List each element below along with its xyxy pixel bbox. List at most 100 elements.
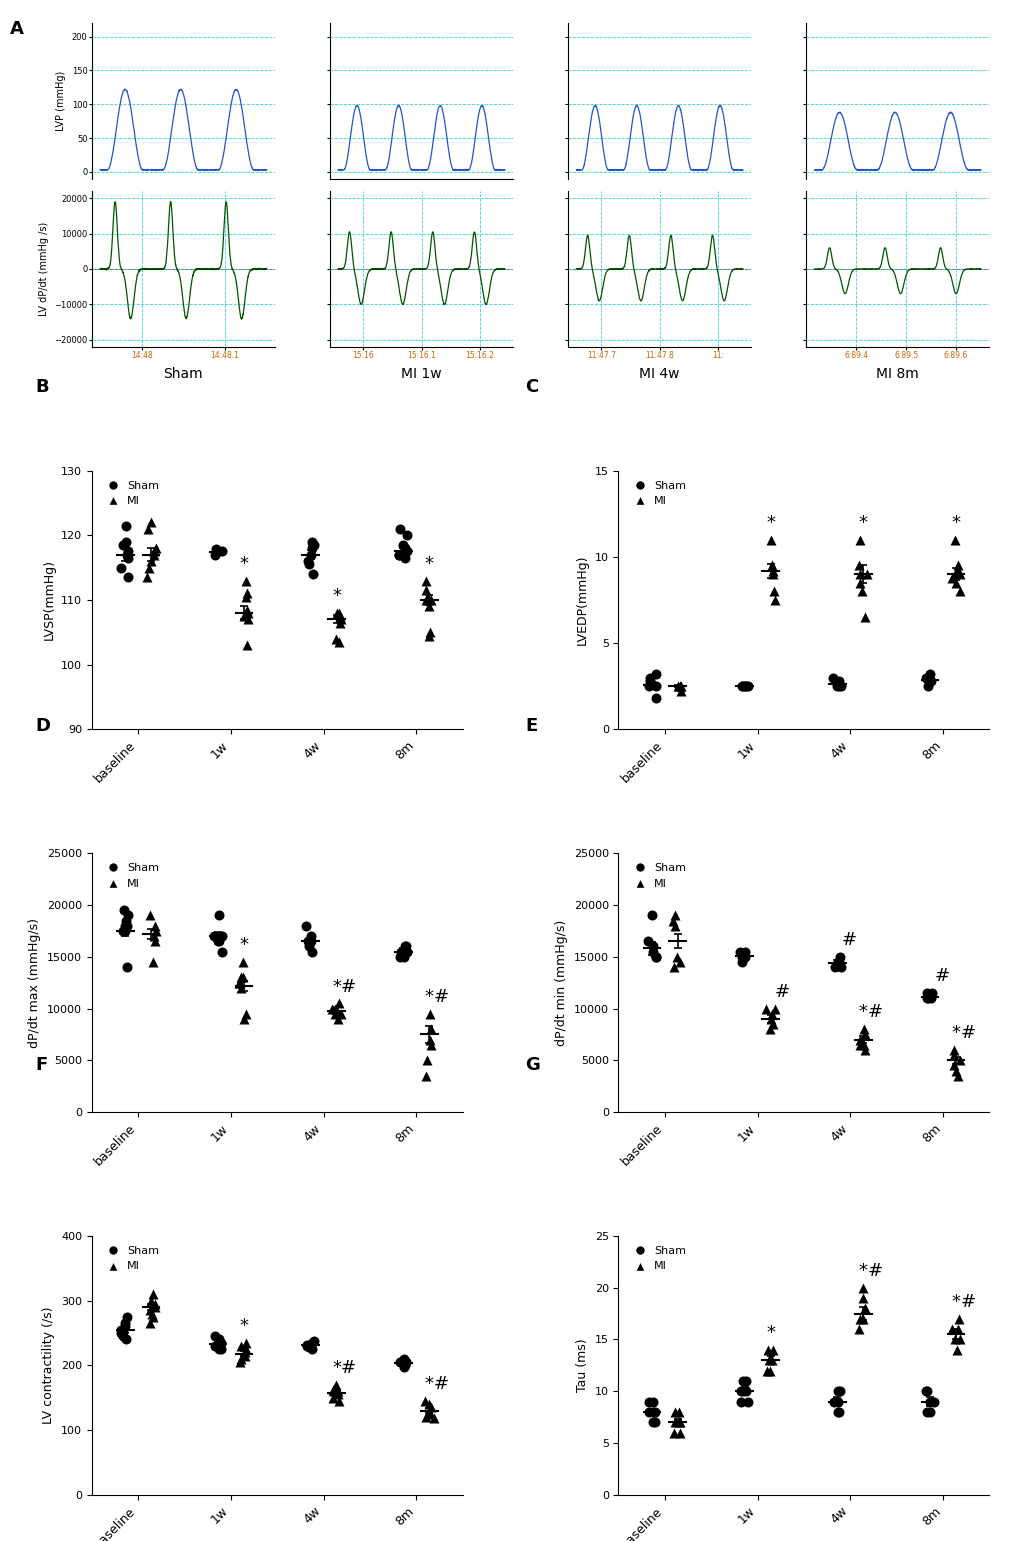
- Point: [327, 627, 343, 652]
- Point: [644, 1390, 660, 1415]
- Text: G: G: [525, 1056, 540, 1074]
- Point: [946, 1053, 962, 1077]
- Point: [833, 673, 849, 698]
- Point: [824, 666, 841, 690]
- Point: [418, 1405, 434, 1430]
- Point: [119, 542, 136, 567]
- Text: #: #: [841, 931, 856, 949]
- Point: [398, 522, 415, 547]
- Point: [232, 965, 249, 989]
- Point: [298, 914, 314, 938]
- Point: [951, 579, 967, 604]
- Point: [422, 1017, 438, 1042]
- Point: [947, 570, 963, 595]
- Point: [392, 940, 409, 965]
- Text: #: #: [433, 1375, 448, 1393]
- Point: [213, 1336, 229, 1361]
- Point: [764, 1012, 781, 1037]
- Point: [766, 995, 783, 1020]
- Point: [330, 1006, 346, 1031]
- Point: [858, 562, 874, 587]
- Point: [306, 1328, 322, 1353]
- Text: *: *: [332, 587, 340, 606]
- Text: #: #: [960, 1025, 975, 1042]
- Point: [828, 673, 845, 698]
- Y-axis label: dP/dt max (mmHg/s): dP/dt max (mmHg/s): [29, 917, 42, 1048]
- Point: [142, 1298, 158, 1322]
- Point: [832, 955, 848, 980]
- Point: [118, 914, 135, 938]
- Point: [919, 986, 935, 1011]
- Point: [672, 949, 688, 974]
- Point: [943, 566, 959, 590]
- Point: [239, 607, 256, 632]
- Point: [639, 929, 655, 954]
- Point: [237, 569, 254, 593]
- Point: [856, 606, 872, 630]
- Point: [208, 541, 224, 566]
- Point: [917, 666, 933, 690]
- Point: [231, 1350, 248, 1375]
- Point: [922, 980, 938, 1005]
- Text: B: B: [36, 378, 49, 396]
- Point: [417, 578, 433, 603]
- Text: #: #: [433, 988, 448, 1006]
- Point: [208, 538, 224, 562]
- Point: [854, 1285, 870, 1310]
- Point: [140, 566, 156, 590]
- Point: [758, 1358, 774, 1382]
- Point: [669, 1399, 686, 1424]
- Point: [147, 914, 163, 938]
- Point: [764, 562, 781, 587]
- Point: [140, 516, 156, 541]
- Point: [832, 945, 848, 969]
- Point: [120, 903, 137, 928]
- Point: [303, 923, 319, 948]
- Point: [115, 533, 131, 558]
- Point: [142, 1311, 158, 1336]
- Point: [421, 1398, 437, 1422]
- Point: [213, 1330, 229, 1355]
- Point: [766, 587, 783, 612]
- Point: [146, 542, 162, 567]
- Point: [235, 604, 252, 629]
- Point: [326, 1379, 342, 1404]
- Y-axis label: LV dP/dt (mmHg /s): LV dP/dt (mmHg /s): [39, 222, 49, 316]
- Text: #: #: [933, 968, 949, 985]
- Point: [736, 945, 752, 969]
- Point: [328, 601, 344, 626]
- Point: [949, 1063, 965, 1088]
- Point: [213, 539, 229, 564]
- Point: [330, 1388, 346, 1413]
- Point: [119, 546, 136, 570]
- Point: [825, 955, 842, 980]
- Point: [304, 530, 320, 555]
- Point: [422, 1395, 438, 1419]
- Point: [829, 1399, 846, 1424]
- Point: [921, 1390, 937, 1415]
- Point: [824, 1390, 841, 1415]
- Text: #: #: [340, 1359, 356, 1378]
- Y-axis label: Tau (ms): Tau (ms): [576, 1339, 589, 1392]
- Point: [739, 1390, 755, 1415]
- Point: [643, 903, 659, 928]
- Point: [304, 1336, 320, 1361]
- Point: [306, 533, 322, 558]
- Point: [946, 562, 962, 587]
- Y-axis label: LVEDP(mmHg): LVEDP(mmHg): [576, 555, 589, 646]
- Point: [114, 1318, 130, 1342]
- Point: [829, 949, 846, 974]
- Point: [733, 1379, 749, 1404]
- Point: [147, 1294, 163, 1319]
- Point: [234, 949, 251, 974]
- Point: [237, 584, 254, 609]
- Point: [113, 1321, 129, 1345]
- Point: [207, 542, 223, 567]
- Point: [114, 918, 130, 943]
- Point: [851, 1316, 867, 1341]
- Point: [418, 1048, 434, 1073]
- Point: [305, 562, 321, 587]
- Point: [118, 908, 135, 932]
- Point: [762, 527, 779, 552]
- Legend: Sham, MI: Sham, MI: [97, 1242, 164, 1276]
